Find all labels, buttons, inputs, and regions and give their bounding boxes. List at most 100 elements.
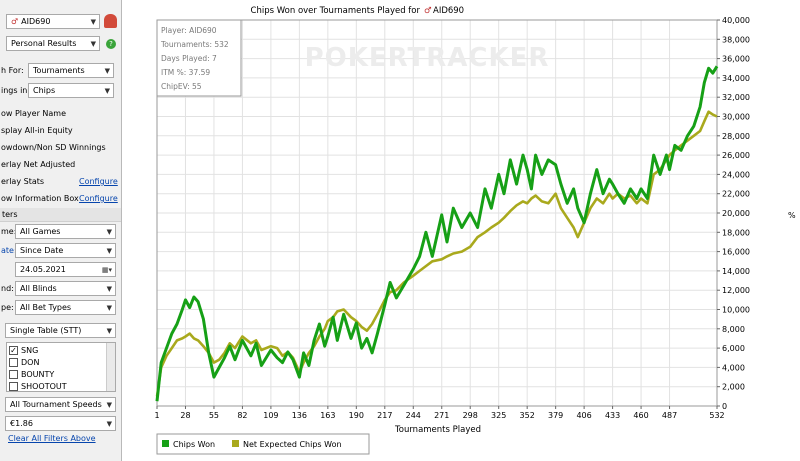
y-tick-label: 26,000 (722, 151, 750, 160)
y-tick-label: 16,000 (722, 248, 750, 257)
bettype-label: pe: (1, 302, 14, 312)
x-tick-label: 163 (320, 411, 335, 420)
checkbox[interactable] (9, 381, 18, 391)
option-show-player-name[interactable]: ow Player Name (1, 104, 66, 122)
legend: Chips Won Net Expected Chips Won (156, 433, 370, 455)
option-overlay-stats[interactable]: erlay Stats (1, 172, 44, 190)
checkbox[interactable] (9, 357, 18, 367)
player-select[interactable]: ♂ AID690 ▼ (6, 14, 100, 29)
blinds-select[interactable]: All Blinds ▼ (15, 281, 116, 296)
calendar-icon[interactable]: ▦▾ (101, 266, 112, 274)
graph-for-select[interactable]: Tournaments ▼ (28, 63, 114, 78)
x-tick-label: 352 (520, 411, 535, 420)
x-tick-label: 532 (709, 411, 724, 420)
tournament-type-list[interactable]: ✓ SNG DON BOUNTY SHOOTOUT (6, 342, 116, 392)
date-select[interactable]: Since Date ▼ (15, 243, 116, 258)
chevron-down-icon: ▼ (106, 285, 112, 293)
x-axis-label: Tournaments Played (394, 425, 481, 435)
checkbox[interactable] (9, 369, 18, 379)
date-input[interactable]: 24.05.2021 ▦▾ (15, 262, 116, 277)
date-row: ate: (1, 241, 17, 259)
blinds-label: nd: (1, 283, 14, 293)
x-tick-label: 109 (263, 411, 278, 420)
list-item[interactable]: SHOOTOUT (9, 380, 67, 392)
x-tick-label: 325 (491, 411, 506, 420)
chevron-down-icon: ▼ (106, 304, 112, 312)
configure-info-box-link[interactable]: Configure (79, 194, 118, 203)
option-all-in-equity[interactable]: splay All-in Equity (1, 121, 73, 139)
winnings-in-row: ings in: (1, 81, 30, 99)
info-box-line: Days Played: 7 (161, 54, 217, 63)
option-information-box[interactable]: ow Information Box (1, 189, 79, 207)
chevron-down-icon: ▼ (90, 18, 96, 26)
y-tick-label: 30,000 (722, 113, 750, 122)
checkbox-checked[interactable]: ✓ (9, 345, 18, 355)
list-item[interactable]: ✓ SNG (9, 344, 38, 356)
help-icon[interactable]: ? (106, 39, 116, 49)
graph-options-sidebar: ♂ AID690 ▼ Personal Results ▼ ? h For: T… (0, 0, 122, 461)
x-tick-label: 136 (292, 411, 307, 420)
list-scrollbar[interactable] (106, 343, 115, 391)
x-tick-label: 28 (180, 411, 190, 420)
y-tick-label: 40,000 (722, 16, 750, 25)
option-label: erlay Stats (1, 176, 45, 186)
chevron-down-icon: ▼ (106, 247, 112, 255)
buyin-select[interactable]: €1.86 ▼ (5, 416, 116, 431)
x-tick-label: 433 (605, 411, 620, 420)
option-label: owdown/Non SD Winnings (1, 142, 106, 152)
legend-frame (156, 433, 370, 455)
chevron-down-icon: ▼ (106, 327, 112, 335)
list-item-label: DON (21, 357, 40, 367)
chart-svg: POKERTRACKER 0 2,000 4,000 6,000 8,000 10,000… (154, 6, 796, 455)
table-type-select[interactable]: Single Table (STT) ▼ (5, 323, 116, 338)
x-tick-label: 1 (154, 411, 159, 420)
y-tick-label: 32,000 (722, 93, 750, 102)
y-tick-label: 20,000 (722, 209, 750, 218)
option-label: erlay Net Adjusted (1, 159, 76, 169)
info-box-frame (156, 19, 242, 97)
series-line-net-expected-chips-won (155, 110, 718, 397)
x-tick-label: 460 (633, 411, 648, 420)
series-group (155, 65, 719, 402)
configure-stats-link[interactable]: Configure (79, 177, 118, 186)
x-tick-label: 55 (209, 411, 219, 420)
chart-title-player: AID690 (433, 6, 464, 16)
x-axis-ticks: 1 28 55 82 109 136 163 190 217 244 271 298 325 352 379… (154, 406, 725, 420)
winnings-in-select[interactable]: Chips ▼ (28, 83, 114, 98)
clear-filters-link[interactable]: Clear All Filters Above (8, 434, 96, 443)
user-icon[interactable] (104, 14, 117, 28)
y-tick-label: 18,000 (722, 228, 750, 237)
series-line-chips-won (155, 65, 719, 402)
y-tick-label: 28,000 (722, 132, 750, 141)
watermark-text: POKERTRACKER (305, 43, 550, 73)
list-item[interactable]: DON (9, 356, 39, 368)
list-item-label: BOUNTY (21, 369, 55, 379)
legend-label-net-expected: Net Expected Chips Won (243, 440, 342, 449)
option-label: ow Player Name (1, 108, 67, 118)
info-box-line: ChipEV: 55 (161, 82, 202, 91)
y-tick-label: 12,000 (722, 286, 750, 295)
chevron-down-icon: ▼ (104, 67, 110, 75)
x-tick-label: 190 (349, 411, 364, 420)
chevron-down-icon: ▼ (90, 40, 96, 48)
option-label: splay All-in Equity (1, 125, 73, 135)
results-select[interactable]: Personal Results ▼ (6, 36, 100, 51)
bettype-select[interactable]: All Bet Types ▼ (15, 300, 116, 315)
option-overlay-net-adjusted[interactable]: erlay Net Adjusted (1, 155, 75, 173)
chevron-down-icon: ▼ (106, 420, 112, 428)
x-tick-label: 271 (434, 411, 449, 420)
game-label: me: (1, 226, 17, 236)
results-value: Personal Results (11, 39, 77, 48)
player-icon: ♂ (424, 6, 432, 16)
bettype-value: All Bet Types (20, 303, 72, 312)
list-item[interactable]: BOUNTY (9, 368, 54, 380)
graph-for-label: h For: (1, 65, 24, 75)
y-tick-label: 34,000 (722, 74, 750, 83)
option-showdown-winnings[interactable]: owdown/Non SD Winnings (1, 138, 106, 156)
chart-title: Chips Won over Tournaments Played for (251, 6, 421, 16)
speed-select[interactable]: All Tournament Speeds ▼ (5, 397, 116, 412)
game-select[interactable]: All Games ▼ (15, 224, 116, 239)
bettype-row: pe: (1, 298, 14, 316)
info-box-line: Player: AID690 (161, 26, 217, 35)
